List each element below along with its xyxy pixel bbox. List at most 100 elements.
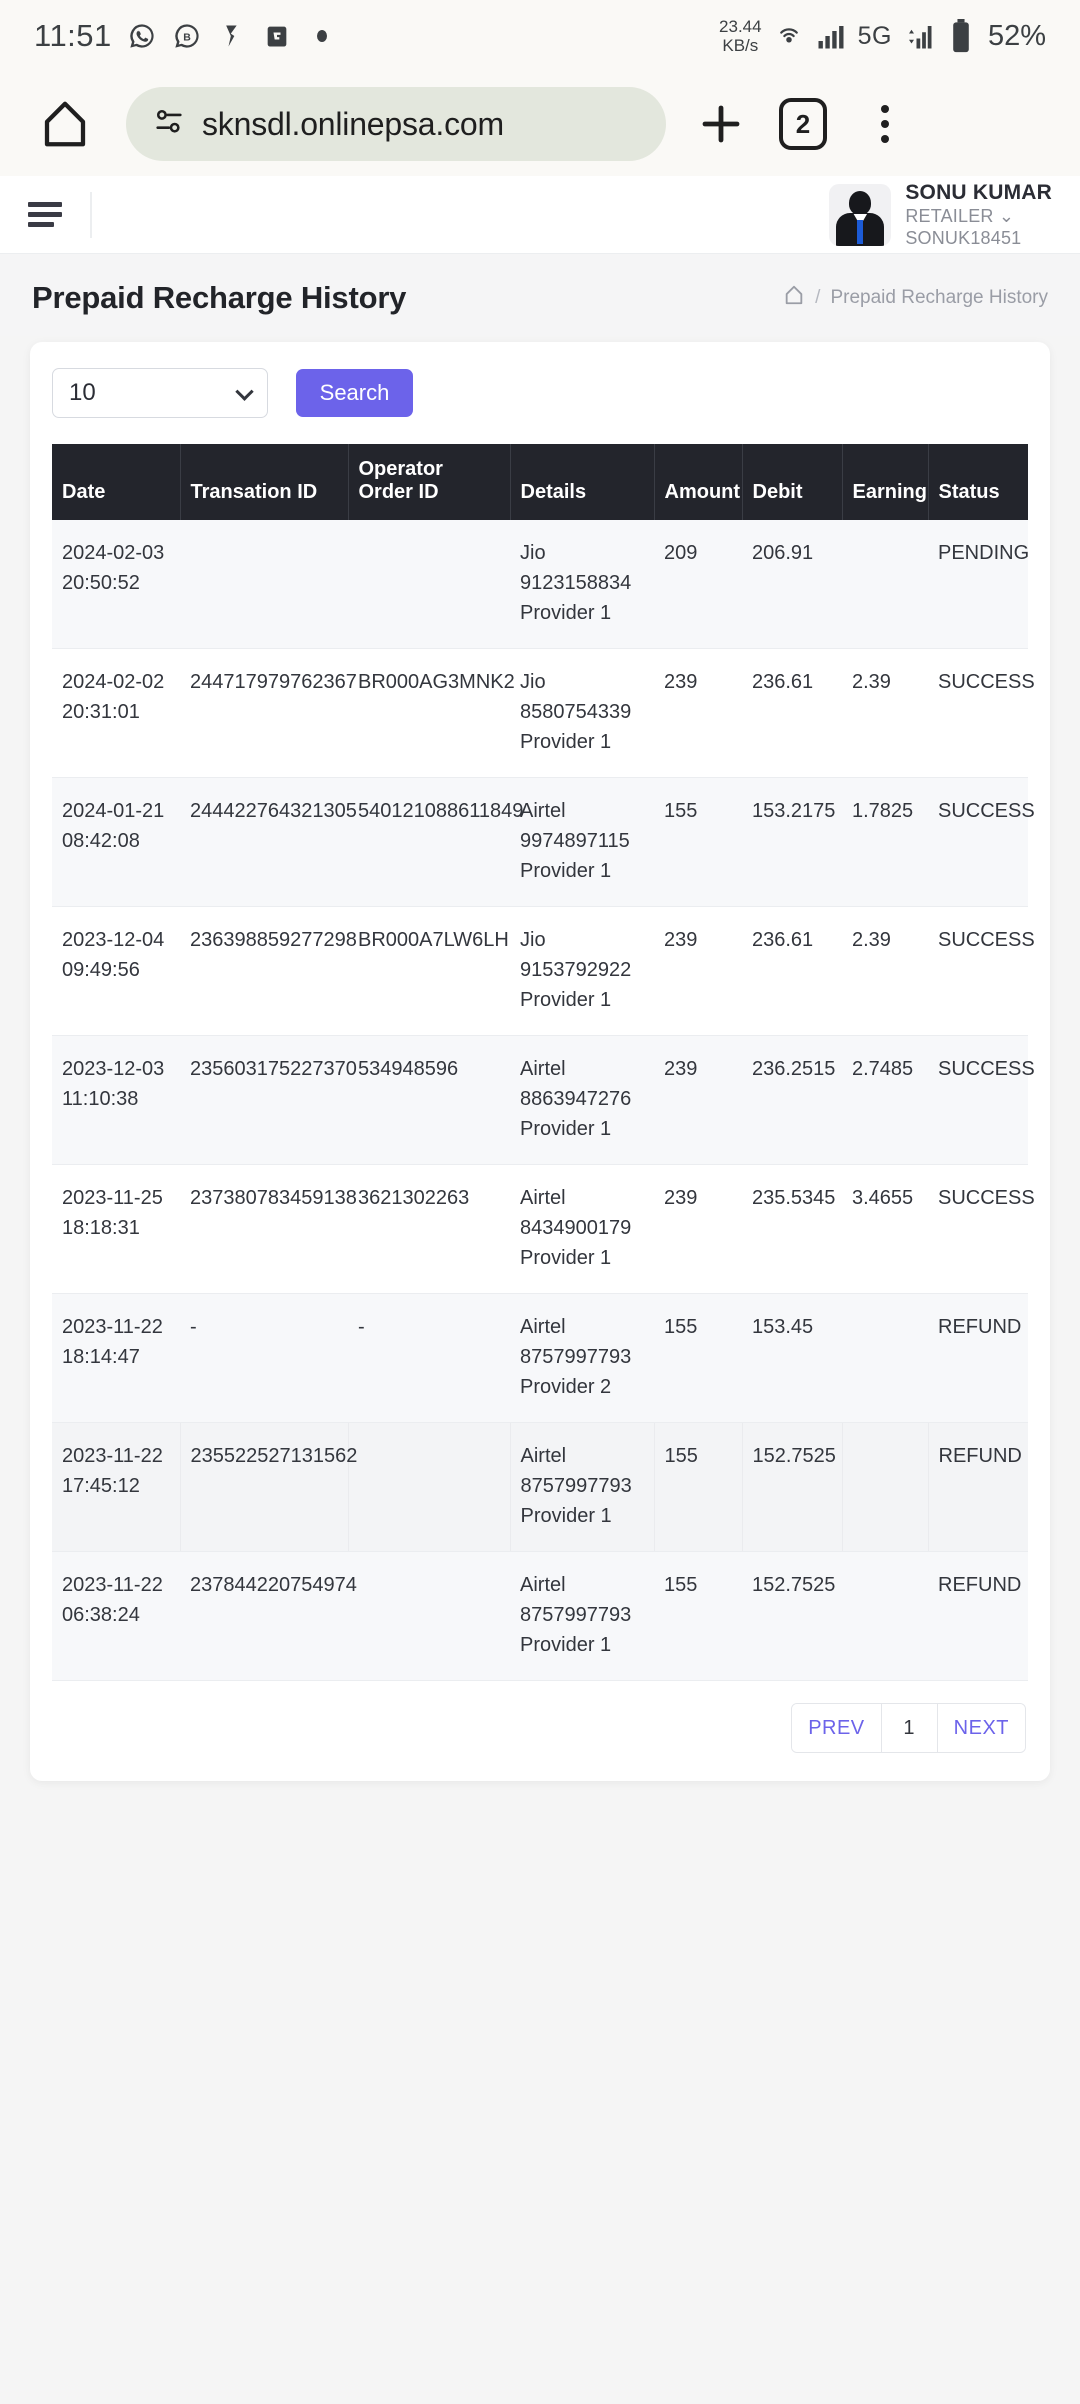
status-bar-right: 23.44 KB/s 5G 52% bbox=[719, 17, 1046, 55]
header-divider bbox=[90, 191, 92, 238]
home-icon[interactable] bbox=[783, 284, 805, 312]
table-row[interactable]: 2023-11-25 18:18:31 237380783459138 362130… bbox=[52, 1164, 1035, 1294]
detail-number: 9153792922 bbox=[520, 959, 632, 981]
pagination-page-1[interactable]: 1 bbox=[881, 1704, 938, 1752]
android-status-bar: 11:51 B 23.44 KB/s 5G bbox=[0, 0, 1080, 72]
column-header-date[interactable]: Date bbox=[52, 444, 181, 520]
cell-amount: 155 bbox=[654, 1422, 743, 1552]
avatar bbox=[829, 183, 892, 246]
site-settings-icon[interactable] bbox=[152, 105, 186, 144]
pagination-next-button[interactable]: NEXT bbox=[937, 1704, 1025, 1752]
table-row[interactable]: 2023-12-04 09:49:56 236398859277298 BR000A… bbox=[52, 906, 1035, 1036]
user-role[interactable]: RETAILER ⌄ bbox=[905, 205, 1052, 227]
chevron-down-icon bbox=[235, 382, 254, 401]
detail-operator: Airtel bbox=[520, 1058, 566, 1080]
pagination-group: PREV 1 NEXT bbox=[791, 1703, 1026, 1753]
cell-operator-order-id: 534948596 bbox=[348, 1035, 510, 1165]
search-button[interactable]: Search bbox=[296, 369, 413, 417]
cell-details: Jio 8580754339 Provider 1 bbox=[510, 648, 654, 778]
cell-amount: 209 bbox=[654, 520, 742, 649]
cell-debit: 236.61 bbox=[742, 648, 842, 778]
url-bar[interactable]: sknsdl.onlinepsa.com bbox=[126, 87, 666, 161]
table-row[interactable]: 2023-11-22 18:14:47- - Airtel 8757997793 Pro… bbox=[52, 1293, 1028, 1423]
cell-date: 2024-02-03 20:50:52 bbox=[52, 520, 180, 649]
cell-debit: 236.2515 bbox=[742, 1035, 842, 1165]
cell-operator-order-id: BR000A7LW6LH bbox=[348, 906, 510, 1036]
cell-status: PENDING bbox=[928, 520, 1029, 649]
tab-switcher-button[interactable]: 2 bbox=[766, 87, 840, 161]
cell-details: Jio 9123158834 Provider 1 bbox=[510, 520, 654, 649]
cell-transaction-id: 237380783459138 bbox=[180, 1164, 357, 1294]
table-row[interactable]: 2023-12-03 11:10:38 235603175227370 534948… bbox=[52, 1035, 1035, 1165]
column-header-operator-order-id[interactable]: Operator Order ID bbox=[348, 444, 511, 520]
signal-bars-icon bbox=[816, 21, 846, 51]
table-row[interactable]: 2023-11-22 06:38:24 237844220754974 Airtel… bbox=[52, 1551, 1028, 1681]
cell-transaction-id: 244717979762367 bbox=[180, 648, 357, 778]
detail-number: 8757997793 bbox=[520, 1604, 632, 1626]
page-size-select[interactable]: 10 bbox=[52, 368, 268, 418]
column-header-debit[interactable]: Debit bbox=[742, 444, 843, 520]
cell-operator-order-id: 3621302263 bbox=[348, 1164, 510, 1294]
status-bar-left: 11:51 B bbox=[34, 18, 337, 54]
cell-date: 2023-11-25 18:18:31 bbox=[52, 1164, 180, 1294]
plus-icon[interactable] bbox=[684, 87, 758, 161]
url-text[interactable]: sknsdl.onlinepsa.com bbox=[202, 105, 504, 142]
overflow-menu-icon[interactable] bbox=[848, 87, 922, 161]
column-header-details[interactable]: Details bbox=[510, 444, 655, 520]
cell-earning: 2.39 bbox=[842, 906, 928, 1036]
cell-transaction-id: - bbox=[180, 1293, 348, 1423]
cell-operator-order-id: - bbox=[348, 1293, 510, 1423]
detail-number: 8580754339 bbox=[520, 701, 632, 723]
table-row[interactable]: 2024-02-02 20:31:01 244717979762367 BR000A… bbox=[52, 648, 1035, 778]
column-header-transaction-id[interactable]: Transation ID bbox=[180, 444, 349, 520]
history-card: 10 Search Date Transation ID Operator Or… bbox=[30, 342, 1050, 1781]
cell-operator-order-id bbox=[348, 1422, 511, 1552]
cell-status: REFUND bbox=[928, 1422, 1028, 1552]
cell-earning: 3.4655 bbox=[842, 1164, 928, 1294]
cell-details: Airtel 8757997793 Provider 1 bbox=[510, 1422, 655, 1552]
cell-earning bbox=[842, 1422, 929, 1552]
table-body: 2024-02-03 20:50:52 Jio 9123158834 Provider… bbox=[52, 520, 1035, 1681]
column-header-amount[interactable]: Amount bbox=[654, 444, 743, 520]
home-icon[interactable] bbox=[30, 89, 100, 159]
table-header: Date Transation ID Operator Order ID Det… bbox=[52, 444, 1028, 520]
cell-status: SUCCESS bbox=[928, 906, 1035, 1036]
cell-amount: 239 bbox=[654, 906, 742, 1036]
network-speed-value: 23.44 bbox=[719, 17, 762, 36]
table-row[interactable]: 2024-02-03 20:50:52 Jio 9123158834 Provider… bbox=[52, 520, 1029, 649]
cell-details: Jio 9153792922 Provider 1 bbox=[510, 906, 654, 1036]
cell-operator-order-id: BR000AG3MNK2 bbox=[348, 648, 515, 778]
browser-toolbar: sknsdl.onlinepsa.com 2 bbox=[0, 72, 1080, 176]
cell-earning bbox=[842, 1293, 928, 1423]
user-profile[interactable]: SONU KUMAR RETAILER ⌄ SONUK18451 bbox=[829, 180, 1052, 249]
column-header-status[interactable]: Status bbox=[928, 444, 1028, 520]
detail-operator: Jio bbox=[520, 929, 546, 951]
page-title: Prepaid Recharge History bbox=[32, 280, 407, 315]
table-row[interactable]: 2024-01-21 08:42:08 244422764321305 540121… bbox=[52, 777, 1035, 907]
detail-provider: Provider 1 bbox=[520, 1118, 612, 1140]
cell-transaction-id: 235522527131562 bbox=[180, 1422, 357, 1552]
cell-transaction-id: 244422764321305 bbox=[180, 777, 357, 907]
detail-provider: Provider 1 bbox=[520, 860, 612, 882]
detail-provider: Provider 1 bbox=[520, 1505, 612, 1527]
b-circle-icon: B bbox=[172, 21, 202, 51]
detail-operator: Airtel bbox=[520, 1445, 567, 1467]
table-row[interactable]: 2023-11-22 17:45:12 235522527131562 Airtel… bbox=[52, 1422, 1028, 1552]
cell-details: Airtel 8757997793 Provider 1 bbox=[510, 1551, 654, 1681]
user-role-label: RETAILER bbox=[905, 206, 994, 226]
cell-details: Airtel 9974897115 Provider 1 bbox=[510, 777, 654, 907]
pagination-prev-button[interactable]: PREV bbox=[792, 1704, 882, 1752]
cell-debit: 206.91 bbox=[742, 520, 842, 649]
user-id: SONUK18451 bbox=[905, 228, 1022, 248]
app-icon bbox=[217, 21, 247, 51]
detail-number: 8757997793 bbox=[520, 1346, 632, 1368]
column-header-earning[interactable]: Earning bbox=[842, 444, 929, 520]
svg-text:B: B bbox=[183, 32, 191, 44]
flipkart-icon bbox=[262, 21, 292, 51]
table-controls: 10 Search bbox=[52, 368, 1028, 418]
tab-count: 2 bbox=[779, 98, 827, 150]
site-header: SONU KUMAR RETAILER ⌄ SONUK18451 bbox=[0, 176, 1080, 254]
cell-transaction-id bbox=[180, 520, 348, 649]
breadcrumb-separator: / bbox=[815, 287, 821, 308]
hamburger-icon[interactable] bbox=[28, 202, 62, 227]
